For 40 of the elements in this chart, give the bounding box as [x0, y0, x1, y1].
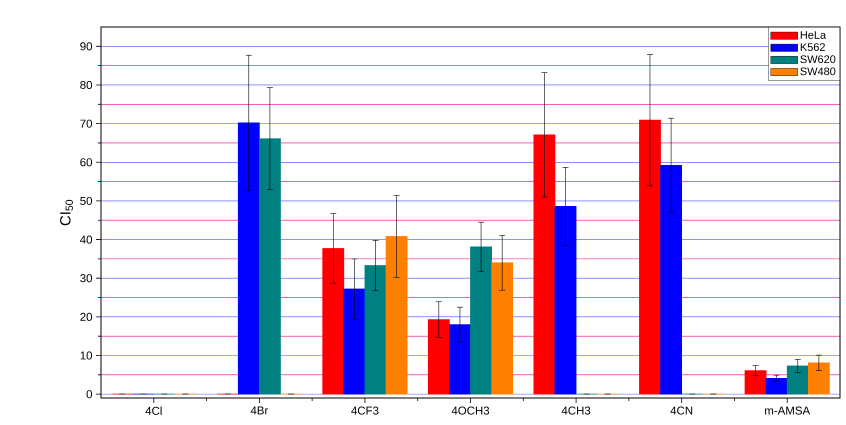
y-axis-title: CI$_{50}$: [60, 200, 73, 226]
bar: [322, 248, 344, 394]
bar: [786, 366, 809, 394]
x-tick-label: 4CN: [670, 406, 692, 415]
y-tick-label: 60: [80, 158, 92, 166]
bar: [238, 122, 260, 394]
x-tick-label: 4Br: [250, 406, 268, 414]
bar: [343, 288, 366, 394]
bar: [744, 370, 766, 394]
x-tick-label: 4OCH3: [452, 406, 490, 415]
bar: [259, 138, 281, 394]
y-tick-label: 10: [80, 351, 92, 360]
y-tick-label: 70: [80, 120, 92, 128]
bar: [533, 134, 556, 394]
legend-label: HeLa: [800, 31, 826, 39]
x-tick-label: 4CF3: [351, 406, 378, 415]
y-tick-label: 80: [80, 80, 92, 90]
y-tick-label: 30: [80, 274, 92, 282]
y-tick-label: 40: [80, 236, 92, 244]
bar: [554, 206, 576, 394]
bar: [428, 319, 450, 394]
bar: [449, 324, 471, 394]
x-tick-label: 4CH3: [562, 406, 590, 415]
x-tick-label: m-AMSA: [765, 406, 810, 415]
bar: [386, 236, 408, 394]
bar: [808, 362, 830, 394]
bar: [364, 265, 386, 394]
bar: [639, 120, 661, 394]
bar: [660, 165, 682, 394]
y-tick-label: 50: [80, 196, 92, 205]
legend-label: K562: [800, 43, 825, 51]
bar: [766, 378, 788, 394]
x-tick-label: 4Cl: [145, 406, 162, 415]
legend-label: SW620: [800, 55, 836, 64]
bar: [470, 246, 492, 394]
y-tick-label: 0: [86, 390, 92, 398]
y-tick-label: 20: [80, 312, 92, 321]
bar: [491, 262, 514, 394]
y-tick-label: 90: [80, 42, 92, 50]
legend-label: SW480: [800, 67, 836, 76]
